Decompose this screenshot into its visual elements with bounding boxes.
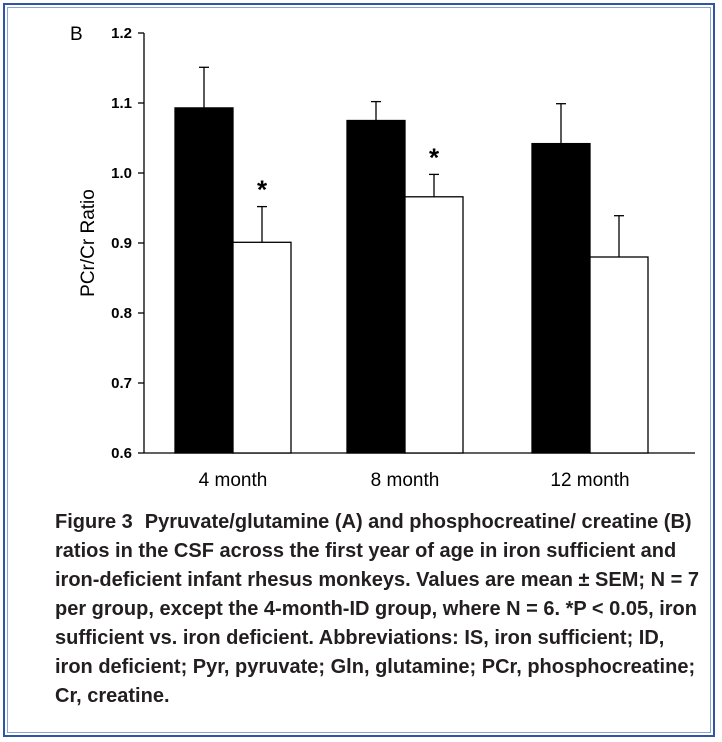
bar [174, 107, 234, 454]
bar [404, 196, 464, 454]
bar [232, 241, 292, 454]
bar-chart: 0.6 0.7 0.8 0.9 1.0 1.1 1.2 PCr/Cr Ratio * 4 mont… [78, 25, 695, 491]
y-tick-label: 1.0 [111, 165, 132, 182]
y-tick-label: 1.1 [111, 95, 132, 112]
x-category-label: 12 month [550, 470, 629, 491]
figure-caption: Figure 3 Pyruvate/glutamine (A) and phosp… [55, 508, 705, 711]
x-category-label: 4 month [199, 470, 268, 491]
caption-label: Figure 3 [55, 511, 133, 533]
y-tick-label: 0.6 [111, 445, 132, 462]
y-axis-label: PCr/Cr Ratio [78, 189, 99, 297]
figure-frame-inner [7, 7, 711, 733]
chart-bars [174, 66, 649, 454]
x-category-label: 8 month [371, 470, 440, 491]
bar [346, 119, 406, 454]
y-tick-label: 0.8 [111, 305, 132, 322]
y-tick-label: 1.2 [111, 25, 132, 42]
significance-marker: * [257, 175, 268, 205]
y-tick-label: 0.9 [111, 235, 132, 252]
chart-labels: 0.6 0.7 0.8 0.9 1.0 1.1 1.2 PCr/Cr Ratio * 4 mont… [78, 25, 630, 491]
bar [531, 142, 591, 454]
bar [589, 256, 649, 454]
caption-text: Pyruvate/glutamine (A) and phosphocreati… [55, 511, 699, 707]
significance-marker: * [429, 142, 440, 172]
y-tick-label: 0.7 [111, 375, 132, 392]
panel-letter: B [70, 24, 83, 45]
